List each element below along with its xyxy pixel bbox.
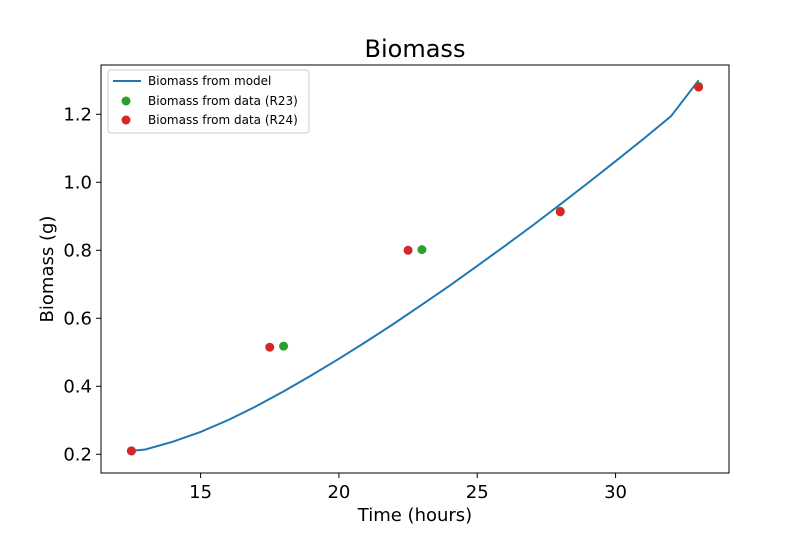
- x-tick-label: 20: [327, 482, 350, 503]
- x-tick-label: 25: [466, 482, 489, 503]
- legend-label-r23: Biomass from data (R23): [148, 94, 298, 108]
- y-tick-label: 1.2: [63, 104, 92, 125]
- data-point-series-1: [417, 245, 427, 255]
- x-tick-label: 15: [189, 482, 212, 503]
- x-axis: 15 20 25 30: [189, 473, 627, 503]
- model-line: [131, 79, 700, 452]
- data-point-series-2: [126, 446, 136, 456]
- data-point-series-2: [555, 207, 565, 217]
- y-axis: 0.2 0.4 0.6 0.8 1.0 1.2: [63, 104, 101, 465]
- data-point-series-2: [694, 82, 704, 92]
- data-point-series-2: [265, 342, 275, 352]
- data-point-series-1: [279, 341, 289, 351]
- plot-frame: [100, 64, 730, 474]
- legend-swatch-r24-marker: [121, 115, 131, 125]
- y-tick-label: 0.8: [63, 240, 92, 261]
- legend: Biomass from model Biomass from data (R2…: [107, 69, 310, 134]
- y-tick-label: 1.0: [63, 172, 92, 193]
- chart-title: Biomass: [365, 35, 466, 63]
- x-axis-label: Time (hours): [357, 505, 472, 526]
- data-point-series-2: [403, 245, 413, 255]
- y-axis-label: Biomass (g): [37, 216, 58, 323]
- y-tick-label: 0.4: [63, 376, 92, 397]
- y-tick-label: 0.2: [63, 444, 92, 465]
- y-tick-label: 0.6: [63, 308, 92, 329]
- legend-swatch-r23-marker: [121, 96, 131, 106]
- legend-label-model: Biomass from model: [148, 74, 271, 88]
- legend-box: [107, 69, 310, 134]
- x-tick-label: 30: [604, 482, 627, 503]
- plot-area: [126, 79, 704, 456]
- legend-label-r24: Biomass from data (R24): [148, 113, 298, 127]
